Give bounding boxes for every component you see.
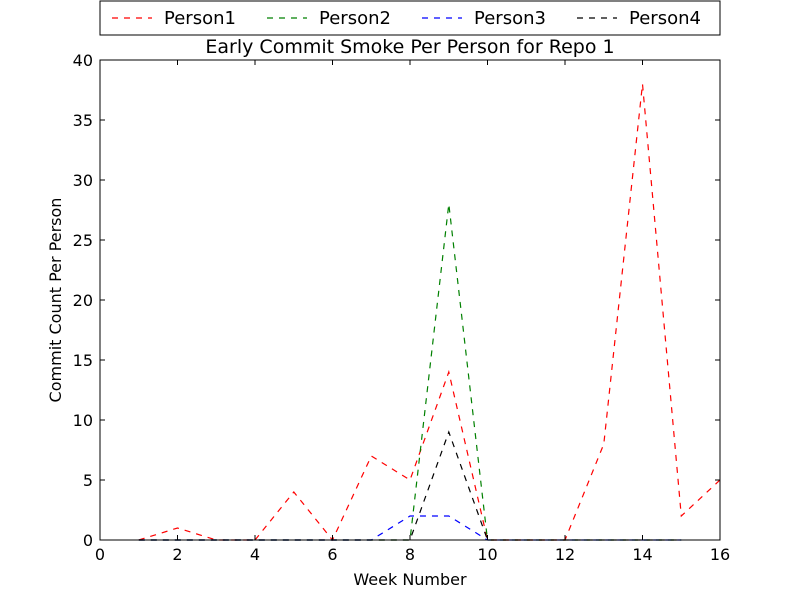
legend-label-person2: Person2: [319, 8, 391, 29]
legend-label-person1: Person1: [164, 8, 236, 29]
legend: Person1 Person2 Person3 Person4: [99, 0, 721, 36]
legend-label-person3: Person3: [474, 8, 546, 29]
y-tick-label: 5: [83, 471, 93, 490]
y-tick-label: 10: [73, 411, 93, 430]
x-tick-label: 2: [172, 545, 182, 564]
x-axis-label: Week Number: [353, 570, 467, 589]
x-tick-label: 0: [95, 545, 105, 564]
y-tick-label: 25: [73, 231, 93, 250]
legend-label-person4: Person4: [629, 8, 701, 29]
x-tick-label: 10: [477, 545, 497, 564]
x-tick-label: 14: [632, 545, 652, 564]
y-axis-label: Commit Count Per Person: [46, 198, 65, 403]
x-tick-label: 8: [405, 545, 415, 564]
y-tick-label: 40: [73, 51, 93, 70]
axis-ticks: 0 2 4 6 8 10 12 14 16 0 5 10 15 20 25 30 35 40: [73, 51, 731, 564]
y-tick-label: 0: [83, 531, 93, 550]
y-tick-label: 30: [73, 171, 93, 190]
x-tick-label: 4: [250, 545, 260, 564]
y-tick-label: 20: [73, 291, 93, 310]
x-tick-label: 12: [555, 545, 575, 564]
y-tick-label: 35: [73, 111, 93, 130]
x-tick-label: 16: [710, 545, 730, 564]
x-tick-label: 6: [327, 545, 337, 564]
y-tick-label: 15: [73, 351, 93, 370]
series-line-person3: [138, 515, 682, 541]
chart-title: Early Commit Smoke Per Person for Repo 1: [205, 36, 614, 58]
